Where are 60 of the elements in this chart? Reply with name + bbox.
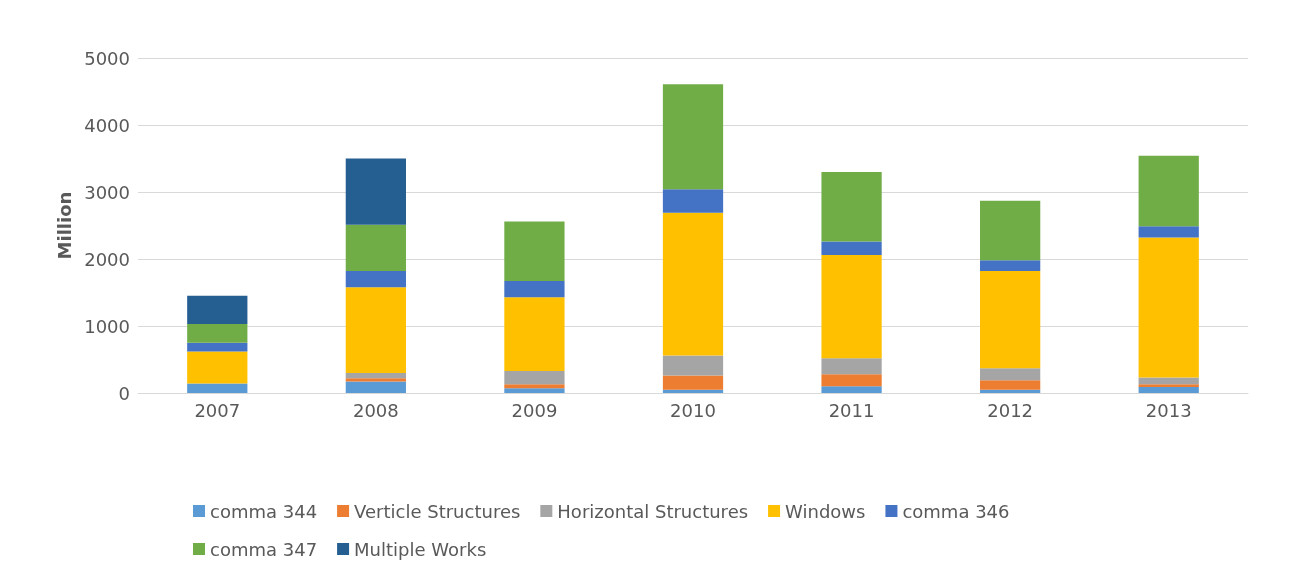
legend-label: comma 344	[210, 500, 318, 522]
bar	[662, 84, 724, 190]
y-tick-label: 1000	[84, 315, 130, 337]
bar	[980, 271, 1041, 369]
bar	[504, 297, 565, 371]
x-tick-label: 2007	[194, 399, 241, 421]
bar	[187, 383, 248, 393]
bar	[504, 370, 565, 385]
bar	[821, 386, 882, 393]
bar	[821, 358, 882, 375]
bar	[1138, 226, 1199, 238]
x-tick-label: 2010	[670, 399, 716, 421]
bar	[980, 368, 1041, 381]
x-tick-label: 2011	[828, 399, 875, 421]
y-axis-title: Million	[53, 191, 75, 260]
bar	[345, 271, 406, 288]
x-tick-label: 2008	[352, 399, 399, 421]
y-tick-label: 0	[118, 382, 130, 404]
bar	[980, 200, 1041, 261]
bar	[980, 260, 1041, 272]
bar	[662, 189, 724, 213]
legend-label: comma 347	[210, 538, 318, 560]
y-tick-label: 2000	[84, 248, 130, 270]
y-tick-label: 4000	[84, 114, 130, 136]
bar	[662, 355, 724, 376]
bar	[187, 323, 248, 343]
x-tick-label: 2009	[511, 399, 558, 421]
bar	[1138, 384, 1199, 387]
bar	[345, 381, 406, 393]
bar	[821, 241, 882, 255]
legend-label: Verticle Structures	[354, 500, 521, 522]
bar	[1138, 237, 1199, 378]
bar	[345, 224, 406, 272]
y-tick-label: 3000	[84, 181, 130, 203]
bar	[821, 171, 882, 242]
legend-label: Multiple Works	[354, 538, 487, 560]
bar	[187, 295, 248, 324]
bar	[821, 374, 882, 387]
bar	[980, 380, 1041, 390]
bar	[187, 342, 248, 352]
x-tick-label: 2013	[1145, 399, 1192, 421]
bar	[504, 384, 565, 389]
bar	[504, 281, 565, 298]
legend-label: comma 346	[902, 500, 1010, 522]
bar	[662, 212, 724, 356]
bar	[504, 388, 565, 393]
legend-label: Horizontal Structures	[557, 500, 749, 522]
bar	[345, 378, 406, 382]
y-tick-label: 5000	[84, 47, 130, 69]
bar	[504, 221, 565, 282]
bar	[345, 158, 406, 225]
bar	[662, 375, 724, 390]
bar	[1138, 155, 1199, 227]
bar	[1138, 386, 1199, 393]
bar	[187, 351, 248, 384]
legend-label: Windows	[785, 500, 866, 522]
bar	[345, 372, 406, 379]
x-tick-label: 2012	[987, 399, 1034, 421]
bar	[821, 254, 882, 359]
bar	[345, 287, 406, 373]
